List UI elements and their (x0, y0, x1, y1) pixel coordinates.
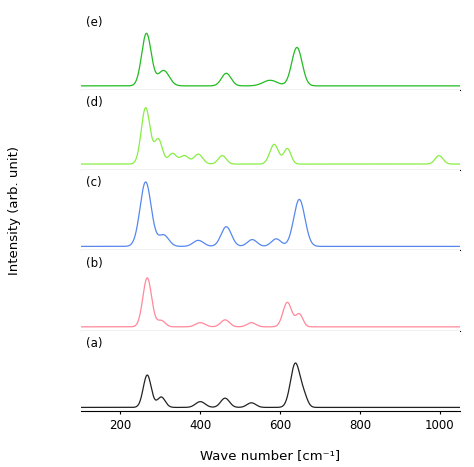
Text: (e): (e) (86, 16, 103, 29)
Text: Intensity (arb. unit): Intensity (arb. unit) (8, 146, 21, 275)
Text: (d): (d) (86, 96, 103, 109)
Text: (c): (c) (86, 177, 102, 190)
Text: (b): (b) (86, 257, 103, 270)
Text: (a): (a) (86, 337, 103, 350)
Text: Wave number [cm⁻¹]: Wave number [cm⁻¹] (200, 449, 340, 462)
